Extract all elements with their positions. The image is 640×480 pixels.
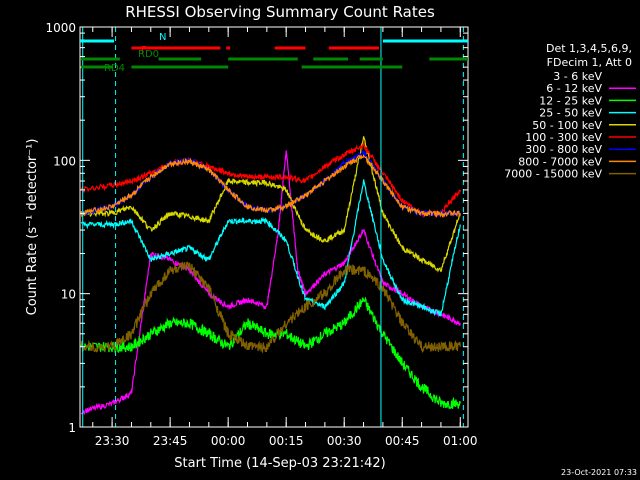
legend-item-label: 25 - 50 keV	[539, 107, 602, 120]
legend-item-label: 7000 - 15000 keV	[504, 168, 602, 181]
series-line-25-50keV	[80, 179, 461, 317]
x-tick-label: 00:15	[269, 434, 304, 448]
legend-item-label: 800 - 7000 keV	[518, 155, 602, 168]
x-tick-label: 23:45	[153, 434, 188, 448]
series-line-100-300keV	[80, 141, 461, 219]
series-line-800-7000keV	[80, 153, 461, 219]
y-tick-label: 10	[61, 288, 76, 302]
y-tick-label: 100	[53, 154, 76, 168]
x-tick-label: 23:30	[95, 434, 130, 448]
legend-item-label: 300 - 800 keV	[525, 143, 602, 156]
timestamp-label: 23-Oct-2021 07:33	[561, 468, 637, 477]
x-tick-label: 00:45	[385, 434, 420, 448]
legend-item-label: 50 - 100 keV	[532, 119, 602, 132]
plot-frame	[79, 26, 469, 428]
status-label-n: N	[159, 32, 166, 43]
legend-header-line-2: FDecim 1, Att 0	[547, 56, 632, 69]
x-tick-label: 00:30	[327, 434, 362, 448]
series-line-50-100keV	[80, 136, 461, 273]
y-axis-label: Count Rate (s⁻¹ detector⁻¹)	[25, 139, 40, 316]
status-label-rd4: RD4	[104, 63, 125, 74]
legend-header-line-1: Det 1,3,4,5,6,9,	[546, 42, 632, 55]
x-tick-label: 00:00	[211, 434, 246, 448]
status-label-f: F	[141, 45, 147, 56]
x-axis-label: Start Time (14-Sep-03 23:21:42)	[174, 456, 385, 471]
chart-title: RHESSI Observing Summary Count Rates	[125, 3, 435, 21]
y-axis-ticks: 1 10 100 1000	[45, 21, 468, 435]
series-line-7000-15000keV	[80, 261, 461, 354]
legend-item-label: 6 - 12 keV	[546, 82, 602, 95]
legend: Det 1,3,4,5,6,9, FDecim 1, Att 0 3 - 6 k…	[504, 42, 636, 181]
y-tick-label: 1000	[45, 21, 76, 35]
legend-item-label: 100 - 300 keV	[525, 131, 602, 144]
legend-item-label: 3 - 6 keV	[553, 70, 602, 83]
y-tick-label: 1	[68, 421, 76, 435]
x-tick-label: 01:00	[443, 434, 478, 448]
status-label-rd0: RD0	[138, 49, 159, 60]
legend-item-label: 12 - 25 keV	[539, 94, 602, 107]
x-axis-ticks: 23:30 23:45 00:00 00:15 00:30 00:45 01:00	[92, 27, 478, 448]
plot-area	[80, 27, 464, 427]
